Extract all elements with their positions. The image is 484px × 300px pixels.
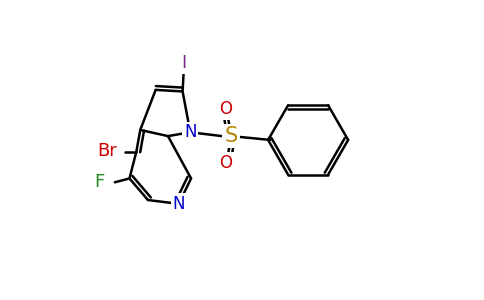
Text: N: N — [172, 195, 185, 213]
Text: I: I — [182, 54, 187, 72]
Text: N: N — [184, 123, 197, 141]
Text: O: O — [219, 100, 232, 118]
Text: S: S — [225, 126, 238, 146]
Text: F: F — [94, 173, 105, 191]
Text: O: O — [219, 154, 232, 172]
Text: Br: Br — [97, 142, 117, 160]
